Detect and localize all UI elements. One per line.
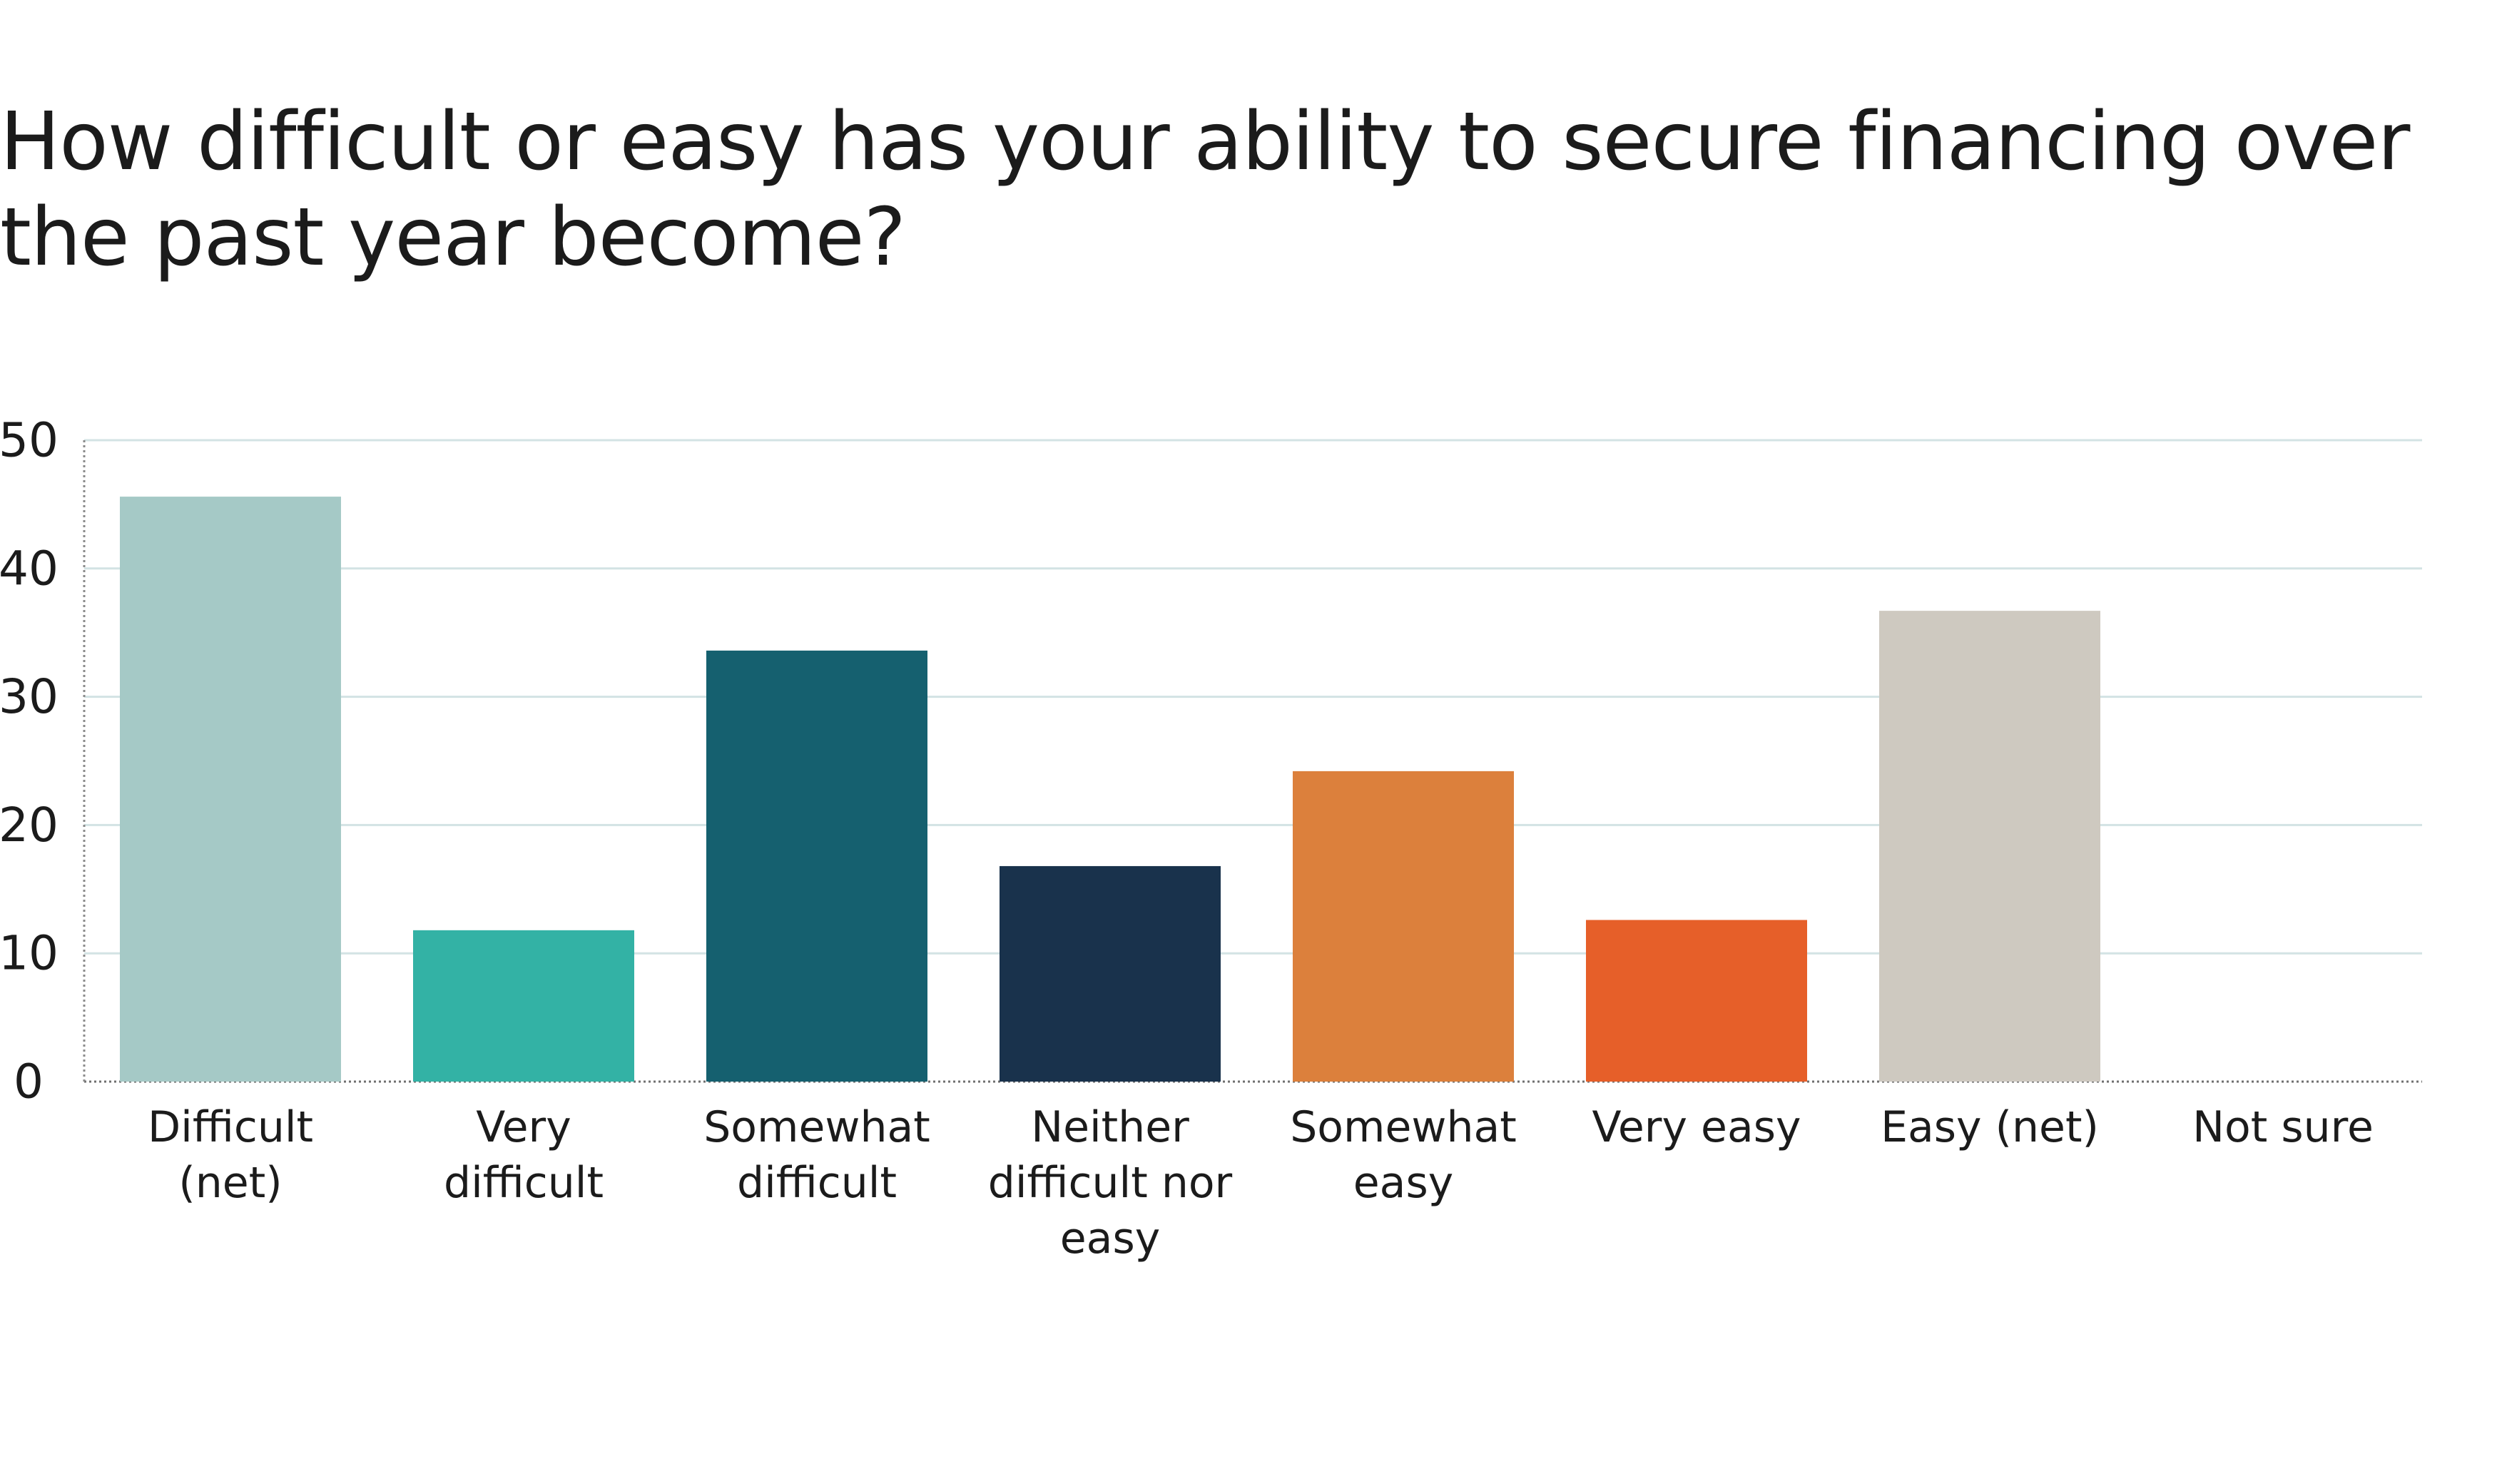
x-tick-label: Difficult (net) <box>148 1102 313 1208</box>
x-tick-label: Very difficult <box>444 1102 604 1208</box>
x-tick-label: Very easy <box>1592 1102 1801 1152</box>
x-tick-label: Neither difficult nor easy <box>988 1102 1233 1264</box>
y-tick-label: 20 <box>0 798 59 853</box>
x-tick-label-line: Very easy <box>1592 1102 1801 1152</box>
x-tick-label: Easy (net) <box>1881 1102 2099 1152</box>
y-tick-label: 50 <box>0 413 59 468</box>
bar <box>1879 611 2100 1082</box>
y-tick-label: 30 <box>0 669 59 724</box>
bars <box>120 497 2100 1082</box>
x-tick-label-line: Not sure <box>2192 1102 2374 1152</box>
x-tick-label-line: Very <box>476 1102 571 1152</box>
x-tick-label-line: (net) <box>178 1158 282 1208</box>
x-tick-label-line: Difficult <box>148 1102 313 1152</box>
x-tick-label-line: easy <box>1353 1158 1453 1208</box>
category-labels: Difficult (net) Very difficult Somewhat diffi… <box>148 1102 2374 1264</box>
x-tick-label-line: Easy (net) <box>1881 1102 2099 1152</box>
bar <box>413 930 634 1082</box>
x-tick-label-line: easy <box>1060 1214 1160 1264</box>
y-tick-label: 0 <box>14 1054 44 1109</box>
x-tick-label-line: Somewhat <box>1290 1102 1517 1152</box>
y-tick-label: 10 <box>0 926 59 981</box>
bar <box>120 497 341 1082</box>
chart-title: How difficult or easy has your ability t… <box>0 96 2410 284</box>
x-tick-label-line: Neither <box>1031 1102 1189 1152</box>
x-tick-label-line: Somewhat <box>703 1102 930 1152</box>
y-tick-label: 40 <box>0 541 59 596</box>
y-axis: 0 10 20 30 40 50 <box>0 413 86 1109</box>
x-tick-label-line: difficult <box>737 1158 897 1208</box>
x-tick-label: Somewhat difficult <box>703 1102 930 1208</box>
x-tick-label-line: difficult <box>444 1158 604 1208</box>
bar <box>706 650 927 1082</box>
x-tick-label: Not sure <box>2192 1102 2374 1152</box>
bar <box>1586 920 1807 1082</box>
bar <box>1000 865 1221 1082</box>
x-tick-label: Somewhat easy <box>1290 1102 1517 1208</box>
x-tick-label-line: difficult nor <box>988 1158 1233 1208</box>
bar <box>1293 771 1514 1082</box>
